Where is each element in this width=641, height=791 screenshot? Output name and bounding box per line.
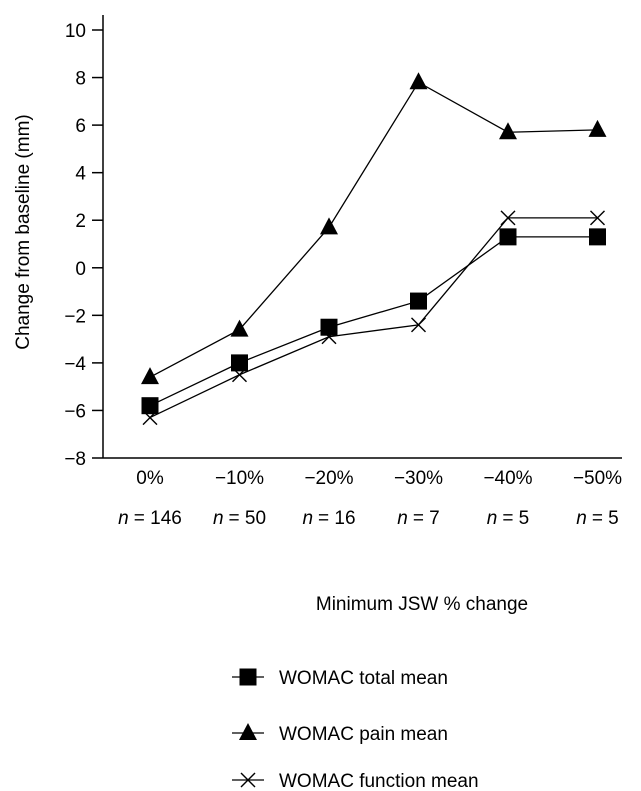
sample-size-label: n = 16 <box>302 508 355 529</box>
y-tick-label: 6 <box>75 116 86 137</box>
data-point-square <box>499 228 517 246</box>
x-tick-label: −20% <box>304 468 353 489</box>
data-point-cross <box>232 367 247 383</box>
y-tick-label: −8 <box>64 449 86 470</box>
data-point-cross <box>500 210 516 226</box>
legend-item: WOMAC pain mean <box>232 723 448 745</box>
sample-size-label: n = 7 <box>397 508 440 529</box>
legend: WOMAC total mean WOMAC pain mean WOMAC fun… <box>232 668 479 791</box>
sample-size-label: n = 50 <box>213 508 266 529</box>
data-point-square <box>231 354 248 372</box>
legend-label: WOMAC function mean <box>279 771 479 791</box>
x-tick-label: −30% <box>394 468 443 489</box>
series-line <box>149 236 598 407</box>
series-triangle <box>141 72 607 385</box>
data-point-square <box>589 228 606 246</box>
data-point-square <box>320 318 338 336</box>
legend-marker-triangle <box>239 723 257 740</box>
x-tick-label: −40% <box>483 468 532 489</box>
y-axis-ticks: 10 8 6 4 2 0 −2 −4 −6 −8 <box>64 21 103 470</box>
y-tick-label: 8 <box>75 69 86 90</box>
legend-label: WOMAC total mean <box>279 668 448 689</box>
sample-size-value: = 16 <box>318 508 356 529</box>
y-axis-title: Change from baseline (mm) <box>13 114 34 349</box>
sample-size-value: = 7 <box>413 508 440 529</box>
data-point-triangle <box>230 319 249 337</box>
y-tick-label: 2 <box>75 211 86 232</box>
x-axis-title: Minimum JSW % change <box>316 594 528 615</box>
legend-item: WOMAC total mean <box>232 668 448 689</box>
x-axis-labels: 0%n = 146−10%n = 50−20%n = 16−30%n = 7−40%n =… <box>118 468 622 529</box>
data-point-cross <box>321 329 337 345</box>
data-point-square <box>410 292 427 310</box>
legend-item: WOMAC function mean <box>232 771 479 791</box>
sample-size-value: = 5 <box>592 508 619 529</box>
y-tick-label: −2 <box>64 306 86 327</box>
series-cross <box>142 210 605 426</box>
data-point-cross <box>142 410 158 426</box>
sample-size-label: n = 5 <box>487 508 530 529</box>
series-line <box>149 81 598 378</box>
x-tick-label: −10% <box>215 468 264 489</box>
sample-size-label: n = 5 <box>576 508 619 529</box>
series-line <box>149 217 598 419</box>
data-point-triangle <box>141 367 159 385</box>
sample-size-symbol: n <box>397 508 408 529</box>
data-point-square <box>141 397 159 415</box>
sample-size-symbol: n <box>213 508 224 529</box>
sample-size-symbol: n <box>487 508 498 529</box>
data-point-triangle <box>409 72 428 90</box>
sample-size-value: = 146 <box>134 508 182 529</box>
data-point-triangle <box>320 217 338 235</box>
x-tick-label: 0% <box>136 468 164 489</box>
sample-size-symbol: n <box>576 508 587 529</box>
sample-size-value: = 50 <box>229 508 267 529</box>
sample-size-symbol: n <box>302 508 313 529</box>
sample-size-value: = 5 <box>502 508 529 529</box>
legend-label: WOMAC pain mean <box>279 724 448 745</box>
legend-marker-square <box>239 668 257 686</box>
legend-marker-cross <box>240 772 256 788</box>
series-layer <box>141 72 607 426</box>
y-tick-label: 4 <box>75 164 86 185</box>
y-tick-label: −6 <box>64 401 86 422</box>
y-tick-label: 10 <box>65 21 86 42</box>
sample-size-symbol: n <box>118 508 129 529</box>
sample-size-label: n = 146 <box>118 508 182 529</box>
y-tick-label: 0 <box>75 259 86 280</box>
y-tick-label: −4 <box>64 354 86 375</box>
data-point-triangle <box>588 119 607 137</box>
series-square <box>141 228 606 415</box>
x-tick-label: −50% <box>573 468 622 489</box>
data-point-triangle <box>499 122 517 140</box>
data-point-cross <box>411 317 426 333</box>
data-point-cross <box>590 210 605 226</box>
